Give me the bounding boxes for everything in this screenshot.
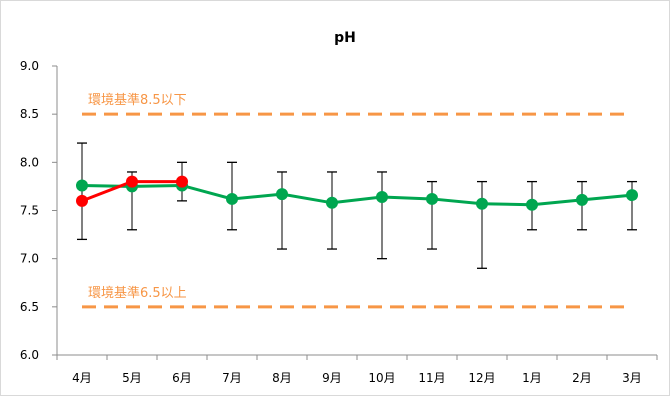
data-point — [176, 175, 188, 188]
x-tick-label: 3月 — [622, 371, 642, 385]
y-tick-label: 9.0 — [20, 59, 39, 73]
x-tick-label: 5月 — [122, 371, 142, 385]
data-point — [376, 191, 388, 204]
series-line — [81, 183, 633, 207]
data-point — [126, 175, 138, 188]
x-tick-label: 1月 — [522, 371, 542, 385]
x-tick-label: 8月 — [272, 371, 292, 385]
data-point — [76, 194, 88, 207]
x-tick-label: 2月 — [572, 371, 592, 385]
data-point — [226, 192, 238, 205]
y-tick-label: 6.5 — [20, 300, 39, 314]
data-point — [526, 198, 538, 211]
data-point — [276, 188, 288, 201]
data-point — [576, 193, 588, 206]
x-tick-label: 12月 — [468, 371, 495, 385]
y-tick-label: 7.5 — [20, 204, 39, 218]
y-tick-label: 8.5 — [20, 107, 39, 121]
data-point — [626, 189, 638, 202]
x-tick-label: 10月 — [368, 371, 395, 385]
x-tick-label: 11月 — [418, 371, 445, 385]
x-tick-label: 9月 — [322, 371, 342, 385]
x-tick-label: 6月 — [172, 371, 192, 385]
data-point — [326, 196, 338, 209]
reference-line-label: 環境基準8.5以下 — [88, 92, 187, 108]
data-point — [476, 197, 488, 210]
x-tick-label: 7月 — [222, 371, 242, 385]
x-tick-label: 4月 — [72, 371, 92, 385]
y-tick-label: 7.0 — [20, 252, 39, 266]
data-point — [426, 192, 438, 205]
data-point — [76, 179, 88, 192]
y-tick-label: 6.0 — [20, 348, 39, 362]
reference-line-label: 環境基準6.5以上 — [88, 285, 187, 301]
y-tick-label: 8.0 — [20, 155, 39, 169]
chart-title: pH — [334, 30, 356, 46]
